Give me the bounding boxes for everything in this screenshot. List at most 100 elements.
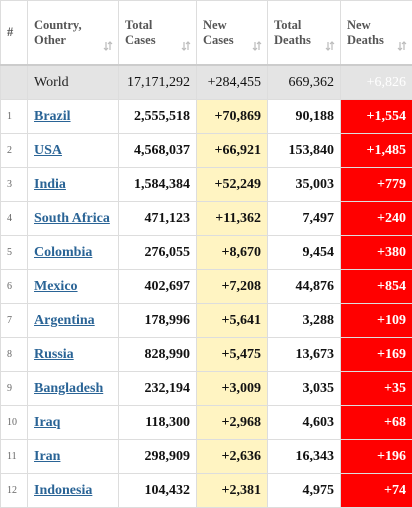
total-deaths: 7,497	[267, 201, 341, 236]
total-cases: 178,996	[118, 303, 197, 338]
country: Colombia	[27, 235, 119, 270]
total-cases: 118,300	[118, 405, 197, 440]
country: Russia	[27, 337, 119, 372]
country: Mexico	[27, 269, 119, 304]
new-deaths: +6,826	[340, 64, 412, 100]
country-link[interactable]: Iran	[34, 448, 61, 464]
sort-icon[interactable]	[325, 41, 335, 51]
sort-icon[interactable]	[397, 41, 407, 51]
total-deaths: 4,975	[267, 473, 341, 508]
total-cases: 232,194	[118, 371, 197, 406]
new-cases: +11,362	[196, 201, 268, 236]
sort-icon[interactable]	[181, 41, 191, 51]
column-header[interactable]: New Cases	[196, 0, 268, 66]
country: World	[27, 64, 119, 100]
country-link[interactable]: India	[34, 176, 66, 192]
column-header[interactable]: New Deaths	[340, 0, 412, 66]
row-index: 7	[0, 303, 28, 338]
total-deaths: 3,035	[267, 371, 341, 406]
row-index: 6	[0, 269, 28, 304]
new-deaths: +1,554	[340, 99, 412, 134]
row-index: 4	[0, 201, 28, 236]
new-cases: +284,455	[196, 64, 268, 100]
total-deaths: 13,673	[267, 337, 341, 372]
country-link[interactable]: Brazil	[34, 108, 71, 124]
new-cases: +2,381	[196, 473, 268, 508]
row-index: 10	[0, 405, 28, 440]
total-deaths: 9,454	[267, 235, 341, 270]
country-link[interactable]: Iraq	[34, 414, 61, 430]
column-header[interactable]: Total Deaths	[267, 0, 341, 66]
country-row: 7 Argentina 178,996 +5,641 3,288 +109	[0, 303, 412, 338]
country-link[interactable]: Colombia	[34, 244, 93, 260]
country: India	[27, 167, 119, 202]
total-cases: 17,171,292	[118, 64, 197, 100]
country-row: 8 Russia 828,990 +5,475 13,673 +169	[0, 337, 412, 372]
new-cases: +66,921	[196, 133, 268, 168]
total-cases: 828,990	[118, 337, 197, 372]
total-deaths: 90,188	[267, 99, 341, 134]
sort-icon[interactable]	[103, 41, 113, 51]
total-deaths: 44,876	[267, 269, 341, 304]
country-link[interactable]: Bangladesh	[34, 380, 104, 396]
country-link[interactable]: Mexico	[34, 278, 78, 294]
sort-icon[interactable]	[252, 41, 262, 51]
new-deaths: +74	[340, 473, 412, 508]
country-link[interactable]: Indonesia	[34, 482, 93, 498]
total-cases: 276,055	[118, 235, 197, 270]
new-deaths: +854	[340, 269, 412, 304]
country-row: 10 Iraq 118,300 +2,968 4,603 +68	[0, 405, 412, 440]
country-link[interactable]: USA	[34, 142, 63, 158]
column-header: #	[0, 0, 28, 66]
new-cases: +8,670	[196, 235, 268, 270]
new-deaths: +196	[340, 439, 412, 474]
total-deaths: 3,288	[267, 303, 341, 338]
column-header[interactable]: Country, Other	[27, 0, 119, 66]
country: South Africa	[27, 201, 119, 236]
row-index: 5	[0, 235, 28, 270]
table-body: World 17,171,292 +284,455 669,362 +6,826 1 Bra…	[0, 64, 412, 508]
new-cases: +2,636	[196, 439, 268, 474]
row-index: 3	[0, 167, 28, 202]
world-row: World 17,171,292 +284,455 669,362 +6,826	[0, 64, 412, 100]
new-cases: +3,009	[196, 371, 268, 406]
country-link[interactable]: Argentina	[34, 312, 95, 328]
new-deaths: +1,485	[340, 133, 412, 168]
country: Indonesia	[27, 473, 119, 508]
total-cases: 4,568,037	[118, 133, 197, 168]
country-link[interactable]: South Africa	[34, 210, 110, 226]
new-deaths: +109	[340, 303, 412, 338]
new-deaths: +35	[340, 371, 412, 406]
new-deaths: +169	[340, 337, 412, 372]
total-cases: 471,123	[118, 201, 197, 236]
total-cases: 402,697	[118, 269, 197, 304]
new-deaths: +68	[340, 405, 412, 440]
column-header[interactable]: Total Cases	[118, 0, 197, 66]
country-row: 11 Iran 298,909 +2,636 16,343 +196	[0, 439, 412, 474]
new-cases: +70,869	[196, 99, 268, 134]
country-row: 5 Colombia 276,055 +8,670 9,454 +380	[0, 235, 412, 270]
row-index: 8	[0, 337, 28, 372]
row-index: 9	[0, 371, 28, 406]
country-row: 3 India 1,584,384 +52,249 35,003 +779	[0, 167, 412, 202]
total-cases: 1,584,384	[118, 167, 197, 202]
new-deaths: +240	[340, 201, 412, 236]
total-deaths: 35,003	[267, 167, 341, 202]
total-deaths: 4,603	[267, 405, 341, 440]
country-row: 1 Brazil 2,555,518 +70,869 90,188 +1,554	[0, 99, 412, 134]
country: Iraq	[27, 405, 119, 440]
new-deaths: +779	[340, 167, 412, 202]
header-row: # Country, Other Total Cases New Cases Total…	[0, 0, 412, 66]
new-cases: +5,475	[196, 337, 268, 372]
total-cases: 298,909	[118, 439, 197, 474]
total-cases: 2,555,518	[118, 99, 197, 134]
row-index: 12	[0, 473, 28, 508]
country: Bangladesh	[27, 371, 119, 406]
country: USA	[27, 133, 119, 168]
country-link[interactable]: Russia	[34, 346, 74, 362]
new-cases: +52,249	[196, 167, 268, 202]
country-row: 4 South Africa 471,123 +11,362 7,497 +240	[0, 201, 412, 236]
total-deaths: 669,362	[267, 64, 341, 100]
